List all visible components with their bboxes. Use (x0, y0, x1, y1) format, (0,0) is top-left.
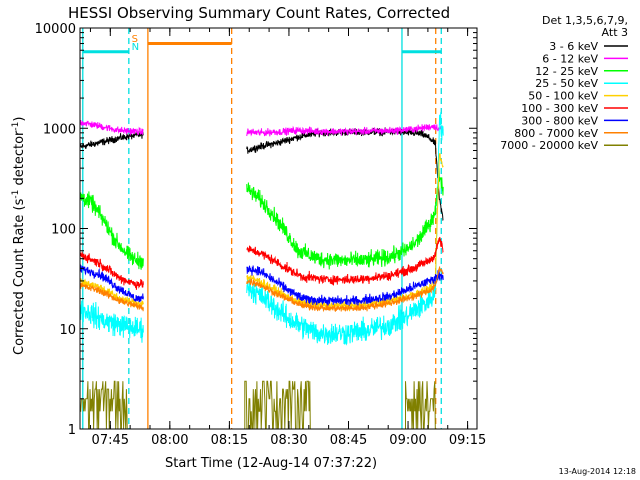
series-line (79, 277, 144, 308)
y-axis-label-sup1: -1 (11, 190, 21, 199)
axes: 1 10 100 1000 10000 07:45 08:00 08:15 08:30 08:45… (35, 22, 487, 448)
series-line (405, 381, 436, 430)
series-line (79, 380, 128, 430)
x-tick-label: 09:15 (449, 433, 486, 448)
series-line (246, 266, 444, 313)
series-line (79, 130, 144, 149)
series-line (79, 264, 144, 303)
legend-entry-label: 25 - 50 keV (535, 77, 598, 90)
legend-entry-label: 12 - 25 keV (535, 65, 598, 78)
legend-entry-label: 6 - 12 keV (542, 52, 598, 65)
series-layer (79, 112, 444, 430)
y-tick-label: 100 (51, 223, 76, 238)
y-axis-label-main: Corrected Count Rate (s (12, 198, 27, 355)
legend-entry-label: 800 - 7000 keV (514, 127, 598, 140)
series-line (246, 124, 444, 137)
chart-title: HESSI Observing Summary Count Rates, Cor… (68, 4, 450, 22)
flag-lines: SN (82, 28, 442, 429)
series-line (79, 300, 144, 343)
y-axis-label: Corrected Count Rate (s-1 detector-1) (11, 117, 27, 355)
series-line (246, 265, 444, 308)
x-tick-label: 08:00 (151, 433, 188, 448)
y-tick-label: 1000 (43, 122, 76, 137)
series-line (79, 119, 144, 136)
series-line (246, 112, 444, 346)
series-line (246, 168, 444, 270)
legend-entry-label: 3 - 6 keV (549, 40, 598, 53)
legend-entry-label: 300 - 800 keV (521, 114, 598, 127)
x-tick-label: 08:45 (330, 433, 367, 448)
legend-entry-label: 7000 - 20000 keV (500, 139, 598, 152)
series-line (79, 251, 144, 290)
x-tick-label: 08:30 (270, 433, 307, 448)
y-axis-label-mid: detector (12, 130, 27, 190)
series-line (79, 191, 144, 270)
series-line (246, 236, 444, 286)
x-tick-label: 09:00 (389, 433, 426, 448)
y-axis-label-sup2: -1 (11, 122, 21, 131)
x-axis-label: Start Time (12-Aug-14 07:37:22) (165, 456, 377, 471)
legend-header-line-2: Att 3 (602, 26, 628, 39)
y-axis-label-end: ) (12, 117, 27, 122)
legend-entry-label: 100 - 300 keV (521, 102, 598, 115)
series-line (246, 127, 444, 221)
x-tick-label: 08:15 (211, 433, 248, 448)
series-line (79, 282, 144, 312)
y-tick-label: 1 (68, 423, 76, 438)
flag-label: S (132, 34, 138, 45)
flag-label: N (132, 42, 139, 53)
legend-header-line-1: Det 1,3,5,6,7,9, (542, 14, 628, 27)
legend-entry-label: 50 - 100 keV (528, 90, 598, 103)
footer-timestamp: 13-Aug-2014 12:18 (559, 467, 636, 476)
y-tick-label: 10000 (35, 22, 76, 37)
y-tick-label: 10 (59, 323, 76, 338)
x-tick-label: 07:45 (92, 433, 129, 448)
